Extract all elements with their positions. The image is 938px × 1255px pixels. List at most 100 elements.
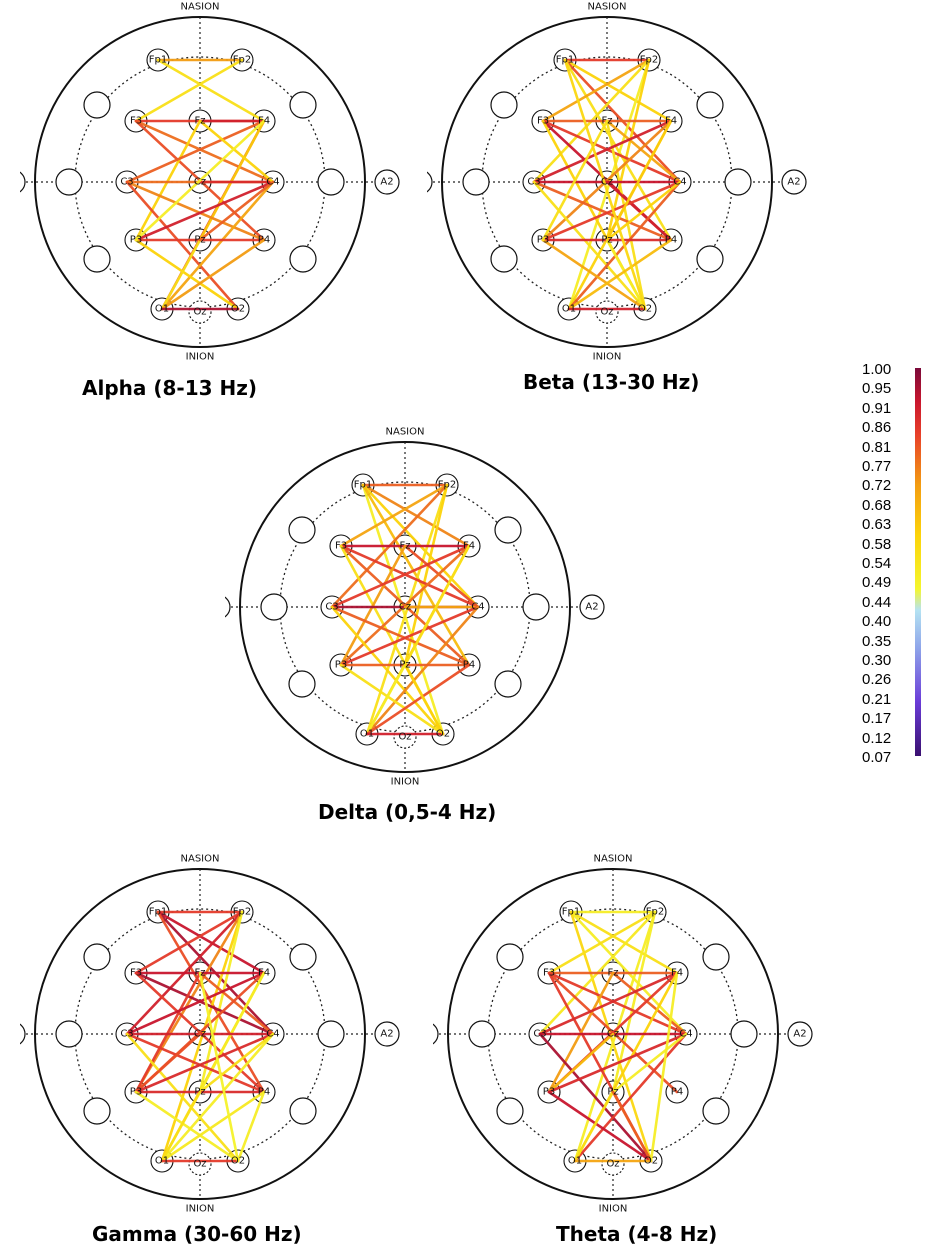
colorbar-tick-label: 0.86: [862, 419, 892, 437]
electrode-label-c3: C3: [533, 1029, 546, 1040]
electrode-empty: [289, 91, 317, 119]
electrode-label-fz: Fz: [194, 116, 205, 127]
connection-pz-o2: [403, 663, 445, 736]
electrode-empty: [289, 1097, 317, 1125]
electrode-label-fz: Fz: [607, 968, 618, 979]
connection-fz-c4: [198, 971, 275, 1036]
electrode-label-p3: P3: [537, 235, 549, 246]
electrode-empty: [83, 1097, 111, 1125]
electrode-oz: [601, 1152, 625, 1176]
electrode-label-fp1: Fp1: [354, 480, 372, 491]
connection-c4-o1: [573, 1032, 688, 1163]
electrode-label-o1: O1: [360, 729, 374, 740]
colorbar-tick-label: 0.54: [862, 555, 892, 572]
connection-fp1-f4: [569, 910, 679, 975]
ear-a1-circle: [225, 596, 231, 618]
connection-fp2-f3: [134, 58, 244, 123]
connection-c4-o1: [160, 1032, 275, 1163]
electrode-empty: [496, 943, 524, 971]
electrode-label-c4: C4: [679, 1029, 692, 1040]
electrode-empty: [462, 168, 490, 196]
connection-fz-c4: [605, 119, 682, 184]
electrode-label-f3: F3: [335, 541, 347, 552]
electrode-label-c4: C4: [673, 177, 686, 188]
connection-cz-p3: [134, 1032, 202, 1094]
connection-c3-o2: [532, 180, 647, 311]
colorbar-tick-label: 0.77: [862, 458, 892, 475]
label-nasion: NASION: [588, 2, 627, 13]
electrode-oz: [188, 1152, 212, 1176]
label-nasion: NASION: [386, 427, 425, 438]
connection-c4-p3: [339, 605, 480, 667]
electrode-empty: [83, 245, 111, 273]
electrode-label-fp2: Fp2: [640, 55, 658, 66]
connection-f4-c3: [125, 971, 266, 1036]
connection-fz-p3: [134, 119, 202, 242]
label-inion: INION: [186, 352, 215, 361]
connection-fz-c4: [611, 971, 688, 1036]
electrode-label-f3: F3: [537, 116, 549, 127]
electrode-label-o2: O2: [231, 1156, 245, 1167]
electrode-label-f3: F3: [130, 116, 142, 127]
connection-fp2-f3: [547, 910, 657, 975]
connection-fz-p3: [339, 544, 407, 667]
connection-fp1-p4: [156, 910, 266, 1094]
connection-c3-p4: [125, 180, 266, 242]
electrode-empty: [468, 1020, 496, 1048]
headmap-beta: NASIONINIONA1A2Fp1Fp2F3FzF4C3CzC4P3PzP4O…: [427, 2, 807, 360]
colorbar-tick-label: 0.30: [862, 652, 892, 669]
electrode-empty: [55, 168, 83, 196]
connection-p4-o1: [365, 663, 471, 736]
connection-f3-c4: [547, 971, 688, 1036]
colorbar-tick-label: 0.81: [862, 438, 892, 456]
connection-f3-c4: [339, 544, 480, 609]
electrode-oz: [393, 725, 417, 749]
connection-fp2-p3: [134, 910, 244, 1094]
ear-a1-circle: [427, 171, 433, 193]
connection-c4-p3: [134, 1032, 275, 1094]
connection-c4-p3: [134, 180, 275, 242]
connection-pz-o2: [611, 1090, 653, 1163]
colorbar-tick-label: 0.63: [862, 516, 892, 534]
electrode-label-c4: C4: [471, 602, 484, 613]
electrode-label-p4: P4: [671, 1087, 683, 1098]
colorbar-tick-label: 0.44: [862, 593, 892, 611]
connection-c3-p4: [532, 180, 673, 242]
connection-c3-p4: [330, 605, 471, 667]
electrode-label-fp1: Fp1: [562, 907, 580, 918]
electrode-label-cz: Cz: [607, 1029, 619, 1040]
label-nasion: NASION: [594, 854, 633, 865]
colorbar-tick-label: 0.68: [862, 496, 892, 514]
electrode-label-o1: O1: [155, 304, 169, 315]
ear-a2-circle: [374, 169, 400, 195]
connection-f3-c4: [134, 119, 275, 184]
headmap-theta: NASIONINIONA1A2Fp1Fp2F3FzF4C3CzC4P3PzP4O…: [433, 854, 813, 1212]
label-nasion: NASION: [181, 854, 220, 865]
electrode-label-fp2: Fp2: [233, 55, 251, 66]
connection-p3-o2: [134, 238, 240, 311]
connection-cz-p3: [547, 1032, 615, 1094]
connection-c3-o2: [125, 180, 240, 311]
electrode-empty: [317, 168, 345, 196]
connection-pz-o1: [160, 238, 202, 311]
connection-c4-pz: [198, 1032, 275, 1094]
connection-fp2-f3: [134, 910, 244, 975]
connection-cz-p4: [605, 180, 673, 242]
ear-a1-circle: [20, 1023, 26, 1045]
electrode-empty: [288, 516, 316, 544]
colorbar-tick-label: 0.40: [862, 613, 892, 631]
colorbar-tick-label: 0.72: [862, 477, 892, 495]
electrode-empty: [288, 670, 316, 698]
electrode-label-f4: F4: [258, 116, 270, 127]
ear-a2-circle: [374, 1021, 400, 1047]
panel-alpha: NASIONINIONA1A2Fp1Fp2F3FzF4C3CzC4P3PzP4O…: [20, 0, 420, 360]
connection-fz-p3: [547, 971, 615, 1094]
colorbar-gradient: [915, 368, 921, 756]
ear-a2-circle: [781, 169, 807, 195]
electrode-label-o2: O2: [231, 304, 245, 315]
electrode-label-f3: F3: [543, 968, 555, 979]
electrode-empty: [494, 670, 522, 698]
ear-a2-circle: [579, 594, 605, 620]
label-nasion: NASION: [181, 2, 220, 13]
electrode-empty: [522, 593, 550, 621]
